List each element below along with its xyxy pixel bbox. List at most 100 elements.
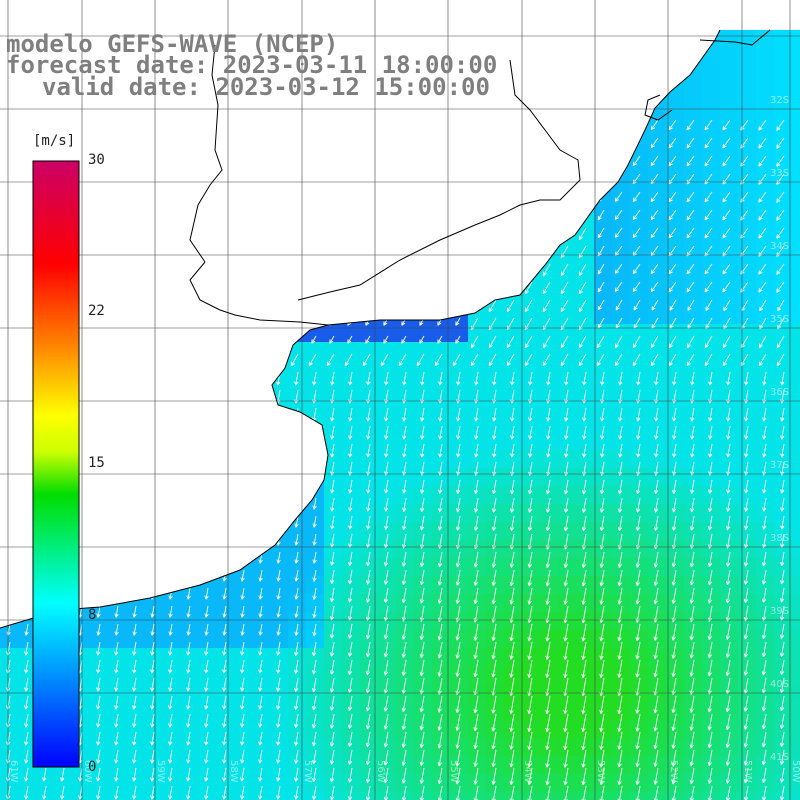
wind-arrow [470, 353, 479, 367]
wind-arrow [708, 461, 713, 476]
speed-cell [450, 396, 468, 414]
speed-cell [702, 414, 720, 432]
speed-cell [648, 270, 666, 288]
speed-cell [612, 180, 630, 198]
speed-cell [630, 504, 648, 522]
speed-cell [756, 612, 774, 630]
wind-arrow [581, 731, 587, 750]
speed-cell [774, 108, 792, 126]
speed-cell [396, 468, 414, 486]
speed-cell [576, 342, 594, 360]
speed-cell [630, 432, 648, 450]
speed-cell [216, 630, 234, 648]
speed-cell [738, 396, 756, 414]
speed-cell [792, 414, 800, 432]
speed-cell [720, 432, 738, 450]
speed-cell [738, 666, 756, 684]
wind-arrow [509, 749, 515, 768]
wind-arrow [653, 695, 659, 714]
speed-cell [558, 792, 576, 800]
speed-cell [540, 432, 558, 450]
wind-arrow [686, 155, 695, 167]
wind-arrow [401, 767, 407, 784]
wind-arrow [402, 497, 407, 512]
speed-cell [504, 612, 522, 630]
speed-cell [288, 738, 306, 756]
speed-cell [666, 522, 684, 540]
speed-cell [774, 180, 792, 198]
wind-arrow [650, 335, 659, 349]
speed-cell [414, 450, 432, 468]
wind-arrow [744, 443, 749, 458]
wind-arrow [312, 533, 317, 546]
wind-arrow [723, 299, 731, 312]
wind-arrow [671, 497, 677, 513]
wind-arrow [294, 551, 299, 564]
speed-cell [396, 666, 414, 684]
speed-cell [486, 432, 504, 450]
wind-arrow [509, 713, 515, 732]
wind-arrow [725, 731, 731, 748]
speed-cell [450, 792, 468, 800]
wind-arrow [524, 335, 533, 349]
wind-arrow [401, 335, 407, 344]
wind-arrow [509, 497, 515, 513]
wind-arrow [545, 569, 551, 587]
speed-cell [756, 558, 774, 576]
wind-arrow [186, 587, 191, 600]
wind-arrow [542, 353, 551, 367]
wind-arrow [545, 695, 551, 714]
latitude-label: 41S [770, 752, 789, 763]
speed-cell [450, 450, 468, 468]
speed-cell [666, 342, 684, 360]
wind-arrow [653, 569, 659, 586]
speed-cell [396, 576, 414, 594]
speed-cell [306, 774, 324, 792]
speed-cell [558, 504, 576, 522]
speed-cell [774, 144, 792, 162]
wind-arrow [365, 695, 371, 712]
wind-arrow [599, 497, 605, 513]
speed-cell [702, 108, 720, 126]
wind-arrow [758, 173, 767, 185]
speed-cell [576, 378, 594, 396]
longitude-label: 52W [668, 760, 679, 783]
longitude-labels: 61W 60W 59W 58W 57W 56W 55W 54W 53W 52W 51W 50W [8, 760, 800, 783]
speed-cell [702, 450, 720, 468]
wind-arrow [456, 479, 461, 495]
speed-cell [504, 450, 522, 468]
wind-arrow [776, 263, 785, 275]
wind-arrow [491, 677, 497, 696]
speed-cell [252, 774, 270, 792]
speed-cell [792, 72, 800, 90]
wind-arrow [632, 263, 641, 275]
speed-cell [360, 666, 378, 684]
wind-arrow [600, 443, 605, 458]
wind-arrow [780, 569, 785, 585]
speed-cell [288, 792, 306, 800]
speed-cell [522, 324, 540, 342]
wind-arrow [240, 605, 245, 618]
wind-arrow [776, 119, 785, 131]
wind-arrow [456, 407, 461, 422]
wind-arrow [96, 749, 101, 764]
wind-arrow [614, 191, 623, 202]
wind-arrow [527, 749, 533, 768]
speed-cell [738, 378, 756, 396]
speed-cell [432, 648, 450, 666]
speed-cell [702, 468, 720, 486]
wind-arrow [632, 281, 641, 293]
wind-arrow [707, 713, 713, 731]
speed-cell [342, 648, 360, 666]
wind-arrow [473, 749, 479, 767]
speed-cell [720, 468, 738, 486]
wind-arrow [204, 623, 209, 636]
wind-arrow [672, 371, 677, 386]
speed-cell [630, 630, 648, 648]
speed-cell [396, 594, 414, 612]
speed-cell [612, 594, 630, 612]
speed-cell [270, 702, 288, 720]
speed-cell [594, 324, 612, 342]
speed-cell [738, 792, 756, 800]
